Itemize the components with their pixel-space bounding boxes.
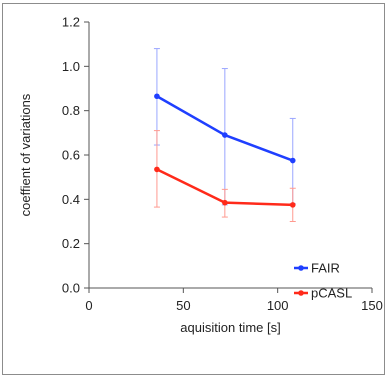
x-tick-label: 50 [176,298,190,313]
y-tick-label: 0.2 [62,236,80,251]
x-tick-label: 150 [361,298,383,313]
x-axis-label: aquisition time [s] [180,320,280,335]
data-point-fair [154,93,160,100]
plot-axes [88,22,372,289]
y-axis-label: coeffient of variations [18,93,33,216]
series-lines [154,93,296,208]
legend-label-pcasl: pCASL [311,286,352,301]
x-tick-label: 0 [85,298,92,313]
data-point-fair [289,157,296,164]
legend-marker-fair [298,265,304,271]
data-point-pcasl [154,166,160,173]
chart-frame [2,3,385,375]
legend-marker-pcasl [298,290,304,296]
y-tick-label: 0.0 [62,281,80,296]
data-point-pcasl [222,199,228,206]
legend: FAIR pCASL [294,261,352,301]
legend-label-fair: FAIR [311,261,340,276]
y-tick-label: 0.4 [62,192,80,207]
axis-ticks: 0.0 0.2 0.4 0.6 0.8 1.0 1.2 0 50 100 150 [62,15,383,314]
y-tick-label: 0.8 [62,103,80,118]
y-tick-label: 0.6 [62,148,80,163]
y-tick-label: 1.2 [62,15,80,30]
y-tick-label: 1.0 [62,59,80,74]
x-tick-label: 100 [267,298,289,313]
data-point-fair [222,132,228,138]
data-point-pcasl [289,202,296,208]
